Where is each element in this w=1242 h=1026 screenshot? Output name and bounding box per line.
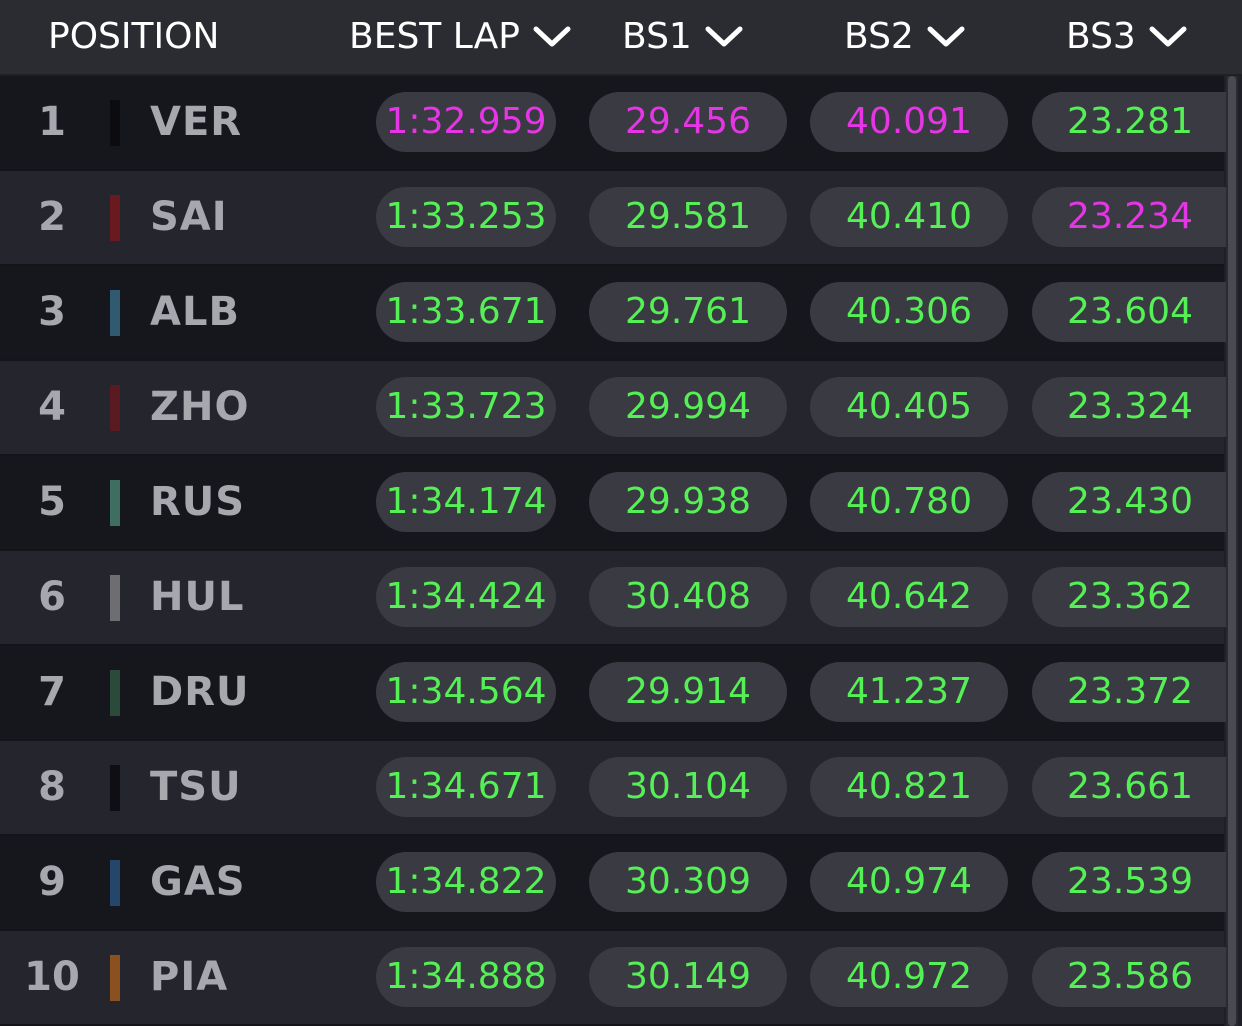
best-sector-1-time: 30.149: [589, 947, 787, 1007]
chevron-down-icon[interactable]: [704, 24, 744, 50]
best-sector-1-time: 29.761: [589, 282, 787, 342]
team-color-bar: [110, 670, 120, 716]
team-color-bar: [110, 955, 120, 1001]
scrollbar[interactable]: [1226, 76, 1238, 1026]
table-row[interactable]: 10 PIA 1:34.888 30.149 40.972 23.586: [0, 931, 1228, 1026]
chevron-down-icon[interactable]: [1148, 24, 1188, 50]
best-sector-1-time: 30.309: [589, 852, 787, 912]
best-sector-1-time: 29.581: [589, 187, 787, 247]
best-sector-2-time: 40.821: [810, 757, 1008, 817]
timing-table: 1 VER 1:32.959 29.456 40.091 23.281 2 SAI 1:33.2…: [0, 76, 1228, 1026]
best-lap-time: 1:34.564: [376, 662, 556, 722]
best-sector-3-time: 23.362: [1032, 567, 1228, 627]
header-bs3-label: BS3: [1066, 16, 1136, 57]
best-sector-2-time: 40.972: [810, 947, 1008, 1007]
driver-code[interactable]: PIA: [150, 954, 229, 1000]
best-sector-3-time: 23.604: [1032, 282, 1228, 342]
driver-code[interactable]: DRU: [150, 669, 250, 715]
best-sector-1-time: 29.456: [589, 92, 787, 152]
driver-code[interactable]: ALB: [150, 289, 240, 335]
position-number: 8: [38, 764, 66, 810]
driver-code[interactable]: ZHO: [150, 384, 250, 430]
position-number: 2: [38, 194, 66, 240]
team-color-bar: [110, 290, 120, 336]
header-position-label: POSITION: [48, 16, 220, 57]
best-lap-time: 1:33.671: [376, 282, 556, 342]
driver-code[interactable]: VER: [150, 99, 243, 145]
table-row[interactable]: 4 ZHO 1:33.723 29.994 40.405 23.324: [0, 361, 1228, 456]
scrollbar-thumb[interactable]: [1228, 76, 1236, 1026]
position-number: 7: [38, 669, 66, 715]
best-sector-3-time: 23.281: [1032, 92, 1228, 152]
position-number: 3: [38, 289, 66, 335]
table-row[interactable]: 6 HUL 1:34.424 30.408 40.642 23.362: [0, 551, 1228, 646]
best-sector-2-time: 40.410: [810, 187, 1008, 247]
header-bs2-label: BS2: [844, 16, 914, 57]
best-lap-time: 1:33.253: [376, 187, 556, 247]
best-sector-1-time: 29.938: [589, 472, 787, 532]
header-best-lap-label: BEST LAP: [349, 16, 520, 57]
best-sector-2-time: 41.237: [810, 662, 1008, 722]
team-color-bar: [110, 860, 120, 906]
best-sector-1-time: 30.104: [589, 757, 787, 817]
team-color-bar: [110, 575, 120, 621]
best-sector-3-time: 23.324: [1032, 377, 1228, 437]
best-lap-time: 1:34.671: [376, 757, 556, 817]
header-bs2[interactable]: BS2: [844, 0, 966, 74]
best-lap-time: 1:34.888: [376, 947, 556, 1007]
driver-code[interactable]: RUS: [150, 479, 246, 525]
best-sector-1-time: 29.994: [589, 377, 787, 437]
best-sector-3-time: 23.430: [1032, 472, 1228, 532]
table-row[interactable]: 7 DRU 1:34.564 29.914 41.237 23.372: [0, 646, 1228, 741]
driver-code[interactable]: TSU: [150, 764, 242, 810]
best-sector-3-time: 23.661: [1032, 757, 1228, 817]
best-sector-1-time: 29.914: [589, 662, 787, 722]
best-sector-1-time: 30.408: [589, 567, 787, 627]
driver-code[interactable]: HUL: [150, 574, 245, 620]
best-sector-2-time: 40.405: [810, 377, 1008, 437]
table-row[interactable]: 2 SAI 1:33.253 29.581 40.410 23.234: [0, 171, 1228, 266]
best-sector-3-time: 23.372: [1032, 662, 1228, 722]
position-number: 4: [38, 384, 66, 430]
position-number: 1: [38, 99, 66, 145]
team-color-bar: [110, 385, 120, 431]
best-lap-time: 1:32.959: [376, 92, 556, 152]
best-sector-3-time: 23.234: [1032, 187, 1228, 247]
best-lap-time: 1:34.822: [376, 852, 556, 912]
position-number: 10: [24, 954, 80, 1000]
table-row[interactable]: 9 GAS 1:34.822 30.309 40.974 23.539: [0, 836, 1228, 931]
best-sector-3-time: 23.539: [1032, 852, 1228, 912]
table-row[interactable]: 5 RUS 1:34.174 29.938 40.780 23.430: [0, 456, 1228, 551]
header-position[interactable]: POSITION: [48, 0, 219, 74]
driver-code[interactable]: SAI: [150, 194, 228, 240]
best-lap-time: 1:34.424: [376, 567, 556, 627]
table-row[interactable]: 8 TSU 1:34.671 30.104 40.821 23.661: [0, 741, 1228, 836]
best-sector-3-time: 23.586: [1032, 947, 1228, 1007]
header-bs1[interactable]: BS1: [622, 0, 744, 74]
header-bs3[interactable]: BS3: [1066, 0, 1188, 74]
team-color-bar: [110, 480, 120, 526]
header-best-lap[interactable]: BEST LAP: [349, 0, 572, 74]
position-number: 5: [38, 479, 66, 525]
table-header: POSITION BEST LAP BS1 BS2 BS3: [0, 0, 1242, 74]
best-sector-2-time: 40.091: [810, 92, 1008, 152]
header-bs1-label: BS1: [622, 16, 692, 57]
team-color-bar: [110, 100, 120, 146]
team-color-bar: [110, 765, 120, 811]
driver-code[interactable]: GAS: [150, 859, 246, 905]
best-sector-2-time: 40.974: [810, 852, 1008, 912]
best-lap-time: 1:34.174: [376, 472, 556, 532]
best-sector-2-time: 40.780: [810, 472, 1008, 532]
chevron-down-icon[interactable]: [532, 24, 572, 50]
table-row[interactable]: 3 ALB 1:33.671 29.761 40.306 23.604: [0, 266, 1228, 361]
table-row[interactable]: 1 VER 1:32.959 29.456 40.091 23.281: [0, 76, 1228, 171]
position-number: 6: [38, 574, 66, 620]
best-lap-time: 1:33.723: [376, 377, 556, 437]
position-number: 9: [38, 859, 66, 905]
team-color-bar: [110, 195, 120, 241]
chevron-down-icon[interactable]: [926, 24, 966, 50]
best-sector-2-time: 40.642: [810, 567, 1008, 627]
best-sector-2-time: 40.306: [810, 282, 1008, 342]
